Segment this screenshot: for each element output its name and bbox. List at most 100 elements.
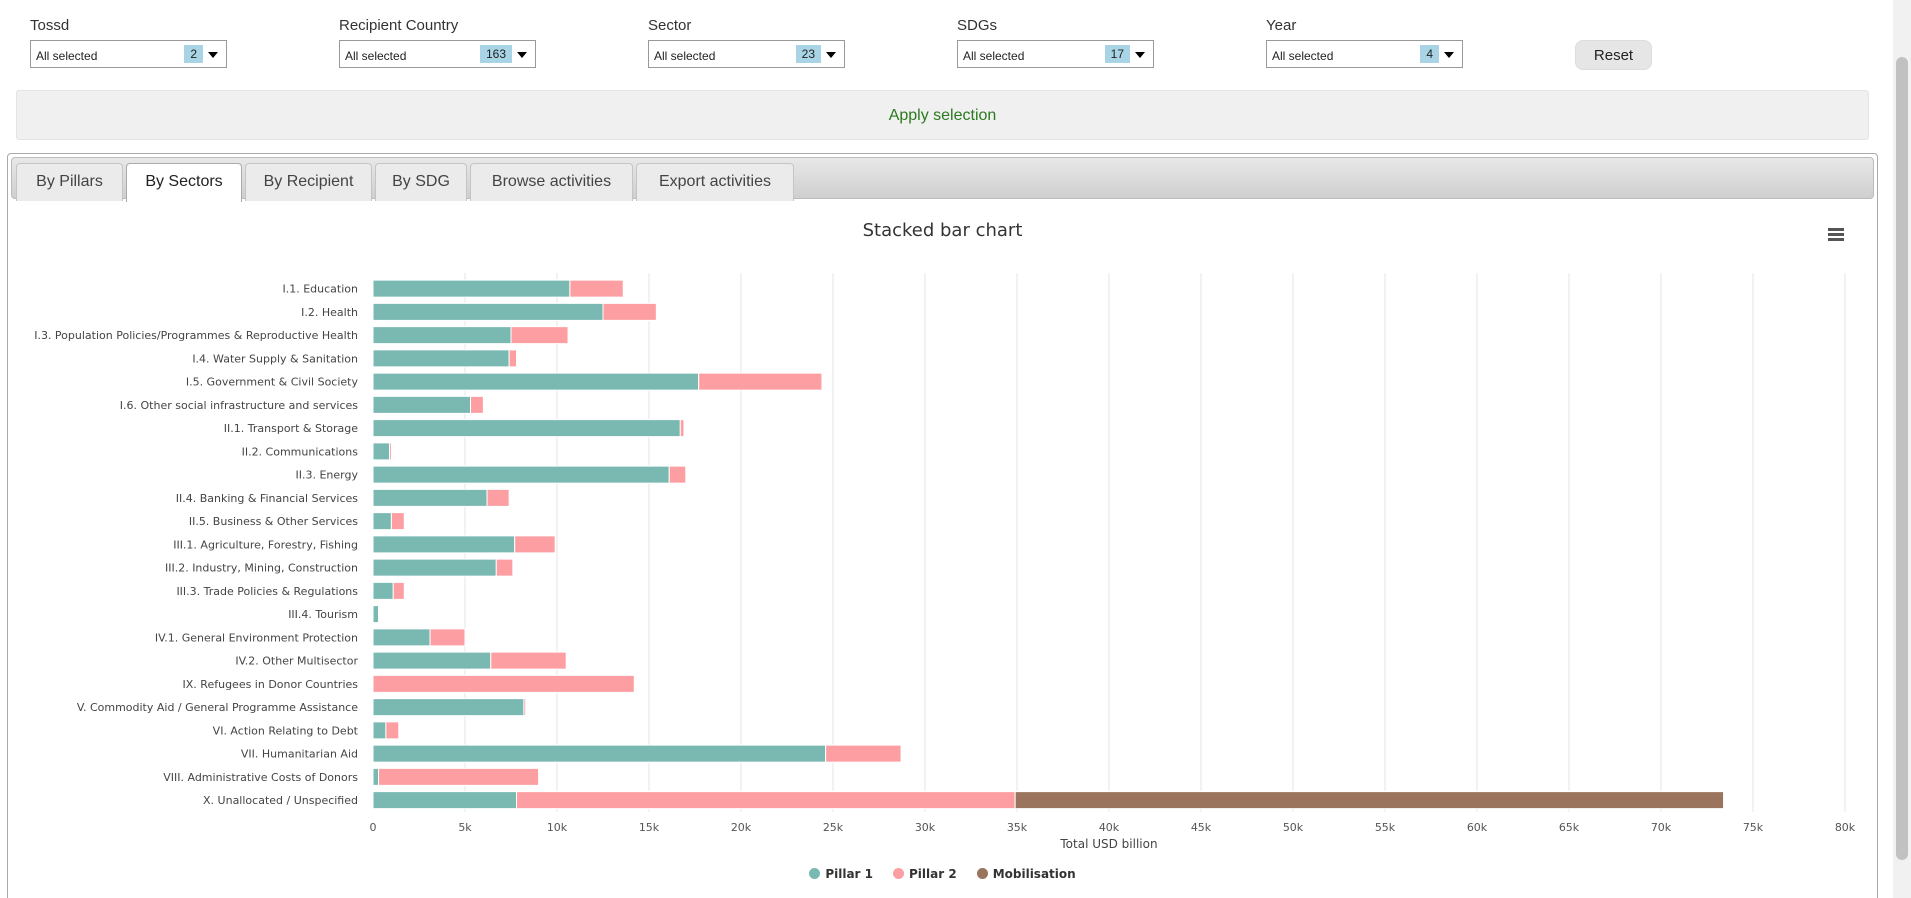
bar-segment[interactable] xyxy=(372,628,431,647)
x-tick-label: 50k xyxy=(1283,821,1304,834)
category-label: II.2. Communications xyxy=(242,445,359,458)
bar-segment[interactable] xyxy=(569,279,624,298)
bar-segment[interactable] xyxy=(372,558,497,577)
category-label: III.1. Agriculture, Forestry, Fishing xyxy=(173,538,358,551)
tab-export-activities[interactable]: Export activities xyxy=(636,163,794,201)
bar-segment[interactable] xyxy=(486,488,510,507)
year-select[interactable]: All selected 4 xyxy=(1266,40,1463,68)
tossd-select[interactable]: All selected 2 xyxy=(30,40,227,68)
filter-bar: Tossd All selected 2 Recipient Country A… xyxy=(0,0,1890,80)
bar-segment[interactable] xyxy=(668,465,687,484)
bar-segment[interactable] xyxy=(372,512,392,531)
bar-segment[interactable] xyxy=(516,791,1016,810)
x-tick-label: 60k xyxy=(1467,821,1488,834)
x-tick-label: 35k xyxy=(1007,821,1028,834)
legend-item[interactable]: Mobilisation xyxy=(976,867,1076,881)
sdgs-select[interactable]: All selected 17 xyxy=(957,40,1154,68)
bar-segment[interactable] xyxy=(470,395,484,414)
bar-segment[interactable] xyxy=(508,349,518,368)
category-label: IX. Refugees in Donor Countries xyxy=(183,678,359,691)
legend-item[interactable]: Pillar 1 xyxy=(809,867,873,881)
caret-down-icon xyxy=(1444,52,1454,58)
filter-label: Year xyxy=(1266,17,1297,34)
bar-segment[interactable] xyxy=(378,767,540,786)
chart-container: Stacked bar chart 0 5k 10k 15k 20k 25k 30k 35k 4… xyxy=(8,204,1877,898)
bar-segment[interactable] xyxy=(514,535,556,554)
filter-label: Recipient Country xyxy=(339,17,459,34)
x-tick-label: 20k xyxy=(731,821,752,834)
bar-segment[interactable] xyxy=(372,395,472,414)
bar-segment[interactable] xyxy=(495,558,514,577)
tab-by-sdg[interactable]: By SDG xyxy=(375,163,467,201)
selected-count-badge: 23 xyxy=(795,45,821,63)
chart-legend: Pillar 1 Pillar 2 Mobilisation xyxy=(8,867,1877,881)
bar-segment[interactable] xyxy=(825,744,902,763)
caret-down-icon xyxy=(826,52,836,58)
tab-bar: By Pillars By Sectors By Recipient By SD… xyxy=(11,157,1874,202)
bar-segment[interactable] xyxy=(372,372,700,391)
reset-button[interactable]: Reset xyxy=(1575,40,1652,70)
bar-segment[interactable] xyxy=(372,279,571,298)
bar-segment[interactable] xyxy=(372,605,380,624)
selected-count-badge: 4 xyxy=(1420,45,1439,63)
category-label: III.2. Industry, Mining, Construction xyxy=(165,562,358,575)
category-label: III.4. Tourism xyxy=(288,608,358,621)
bar-segment[interactable] xyxy=(390,512,405,531)
bar-segment[interactable] xyxy=(372,744,827,763)
bar-segment[interactable] xyxy=(372,535,516,554)
bar-segment[interactable] xyxy=(429,628,466,647)
bar-segment[interactable] xyxy=(372,419,681,438)
bar-segment[interactable] xyxy=(372,674,635,693)
bar-segment[interactable] xyxy=(510,326,569,345)
chart-menu-icon[interactable] xyxy=(1828,228,1844,242)
bar-segment[interactable] xyxy=(523,698,527,717)
bar-segment[interactable] xyxy=(385,721,400,740)
sector-select[interactable]: All selected 23 xyxy=(648,40,845,68)
bar-segment[interactable] xyxy=(372,488,488,507)
category-label: III.3. Trade Policies & Regulations xyxy=(176,585,358,598)
bar-segment[interactable] xyxy=(372,651,492,670)
filter-label: Tossd xyxy=(30,17,70,34)
bar-segment[interactable] xyxy=(372,791,518,810)
bar-segment[interactable] xyxy=(490,651,567,670)
tab-by-pillars[interactable]: By Pillars xyxy=(16,163,123,201)
category-label: VI. Action Relating to Debt xyxy=(213,724,359,737)
category-label: V. Commodity Aid / General Programme Ass… xyxy=(77,701,358,714)
apply-selection-button[interactable]: Apply selection xyxy=(16,90,1869,140)
bar-segment[interactable] xyxy=(372,698,525,717)
legend-dot-icon xyxy=(893,868,904,879)
bar-segment[interactable] xyxy=(1014,791,1725,810)
tab-by-recipient[interactable]: By Recipient xyxy=(245,163,372,201)
bar-segment[interactable] xyxy=(392,581,405,600)
bar-segment[interactable] xyxy=(698,372,823,391)
select-value: All selected xyxy=(963,49,1025,63)
bar-segment[interactable] xyxy=(679,419,685,438)
legend-label: Mobilisation xyxy=(992,867,1076,881)
legend-item[interactable]: Pillar 2 xyxy=(893,867,957,881)
filter-label: SDGs xyxy=(957,17,998,34)
scroll-thumb[interactable] xyxy=(1896,57,1908,860)
tab-browse-activities[interactable]: Browse activities xyxy=(470,163,633,201)
select-value: All selected xyxy=(654,49,716,63)
bar-segment[interactable] xyxy=(372,767,380,786)
filter-year: Year All selected 4 xyxy=(1266,17,1466,68)
selected-count-badge: 2 xyxy=(184,45,203,63)
bar-segment[interactable] xyxy=(372,302,604,321)
bar-segment[interactable] xyxy=(372,349,510,368)
caret-down-icon xyxy=(208,52,218,58)
bar-segment[interactable] xyxy=(372,326,512,345)
bar-segment[interactable] xyxy=(372,465,670,484)
x-tick-label: 40k xyxy=(1099,821,1120,834)
bar-segment[interactable] xyxy=(389,442,392,461)
category-label: VII. Humanitarian Aid xyxy=(241,748,358,761)
bar-segment[interactable] xyxy=(372,442,391,461)
page-scrollbar[interactable] xyxy=(1893,0,1911,898)
bar-segment[interactable] xyxy=(602,302,657,321)
recipient-country-select[interactable]: All selected 163 xyxy=(339,40,536,68)
filter-sector: Sector All selected 23 xyxy=(648,17,848,68)
tab-by-sectors[interactable]: By Sectors xyxy=(126,163,242,202)
category-label: I.4. Water Supply & Sanitation xyxy=(192,352,358,365)
bar-segment[interactable] xyxy=(372,721,387,740)
bar-segment[interactable] xyxy=(372,581,394,600)
filter-label: Sector xyxy=(648,17,692,34)
